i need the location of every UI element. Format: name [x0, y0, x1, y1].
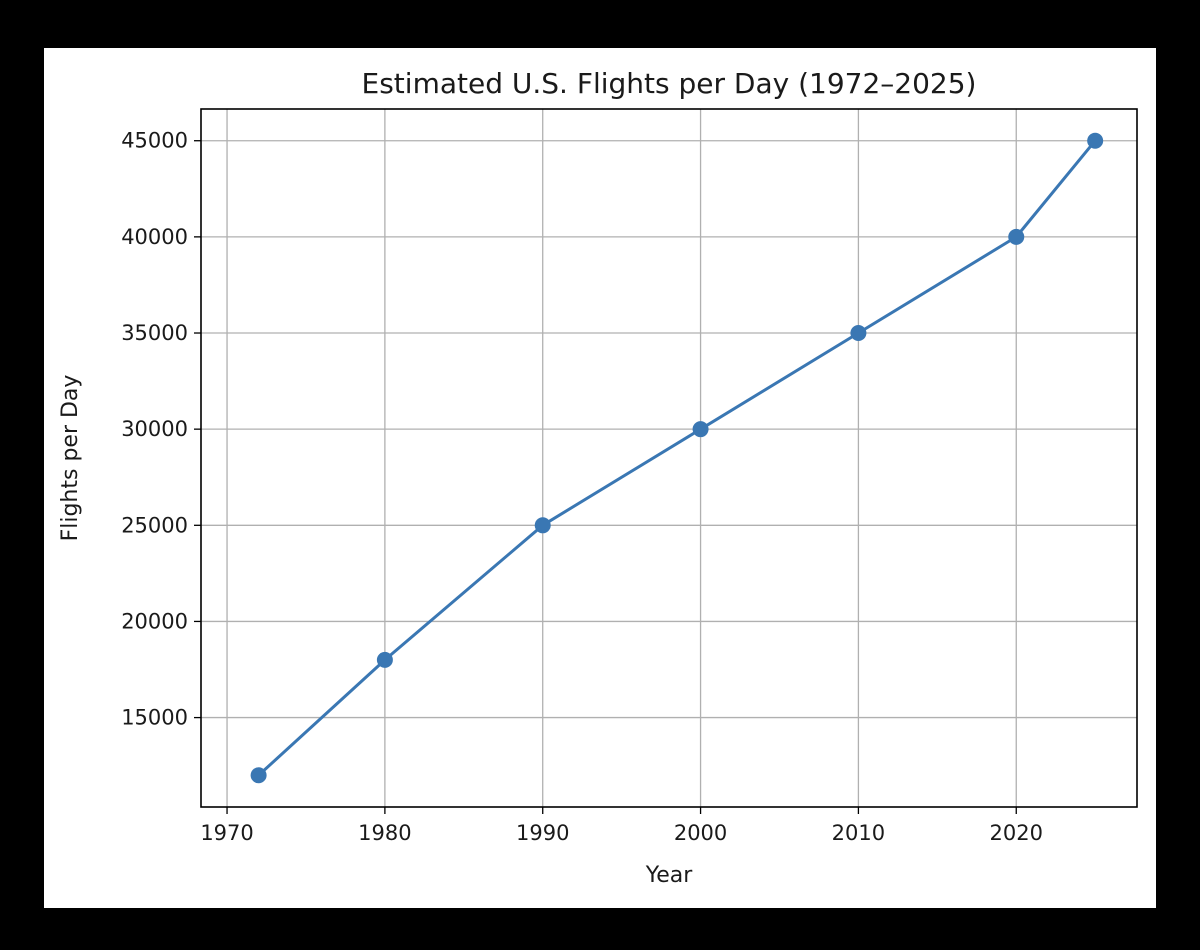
- grid: [201, 109, 1137, 807]
- x-tick-label: 1980: [358, 821, 411, 845]
- line-chart: 1970 1980 1990 2000 2010 2020 15000 20000 25000…: [58, 67, 1138, 888]
- data-point: [250, 767, 267, 784]
- y-tick-label: 45000: [121, 129, 188, 153]
- y-axis-label: Flights per Day: [58, 375, 83, 542]
- x-tick-label: 2020: [990, 821, 1043, 845]
- chart-title: Estimated U.S. Flights per Day (1972–202…: [362, 67, 977, 100]
- x-tick-label: 1990: [516, 821, 569, 845]
- y-tick-label: 35000: [121, 321, 188, 345]
- data-point: [534, 517, 551, 534]
- x-axis-label: Year: [645, 863, 694, 888]
- y-tick-label: 25000: [121, 513, 188, 537]
- y-tick-label: 20000: [121, 609, 188, 633]
- axes-frame: [200, 108, 1138, 808]
- series-line: [257, 139, 1097, 777]
- data-point: [376, 651, 393, 668]
- y-tick-label: 30000: [121, 417, 188, 441]
- y-axis-ticks: 15000 20000 25000 30000 35000 40000 45000: [121, 129, 201, 730]
- data-point: [1008, 228, 1025, 245]
- chart-figure: 1970 1980 1990 2000 2010 2020 15000 20000 25000…: [44, 48, 1156, 908]
- x-tick-label: 2000: [674, 821, 727, 845]
- data-point: [850, 325, 867, 342]
- y-tick-label: 15000: [121, 706, 188, 730]
- data-point: [692, 421, 709, 438]
- x-tick-label: 2010: [832, 821, 885, 845]
- data-point: [1087, 132, 1104, 149]
- x-tick-label: 1970: [200, 821, 253, 845]
- y-tick-label: 40000: [121, 225, 188, 249]
- x-axis-ticks: 1970 1980 1990 2000 2010 2020: [200, 807, 1043, 845]
- series-layer: [257, 139, 1097, 777]
- marker-layer: [250, 132, 1104, 784]
